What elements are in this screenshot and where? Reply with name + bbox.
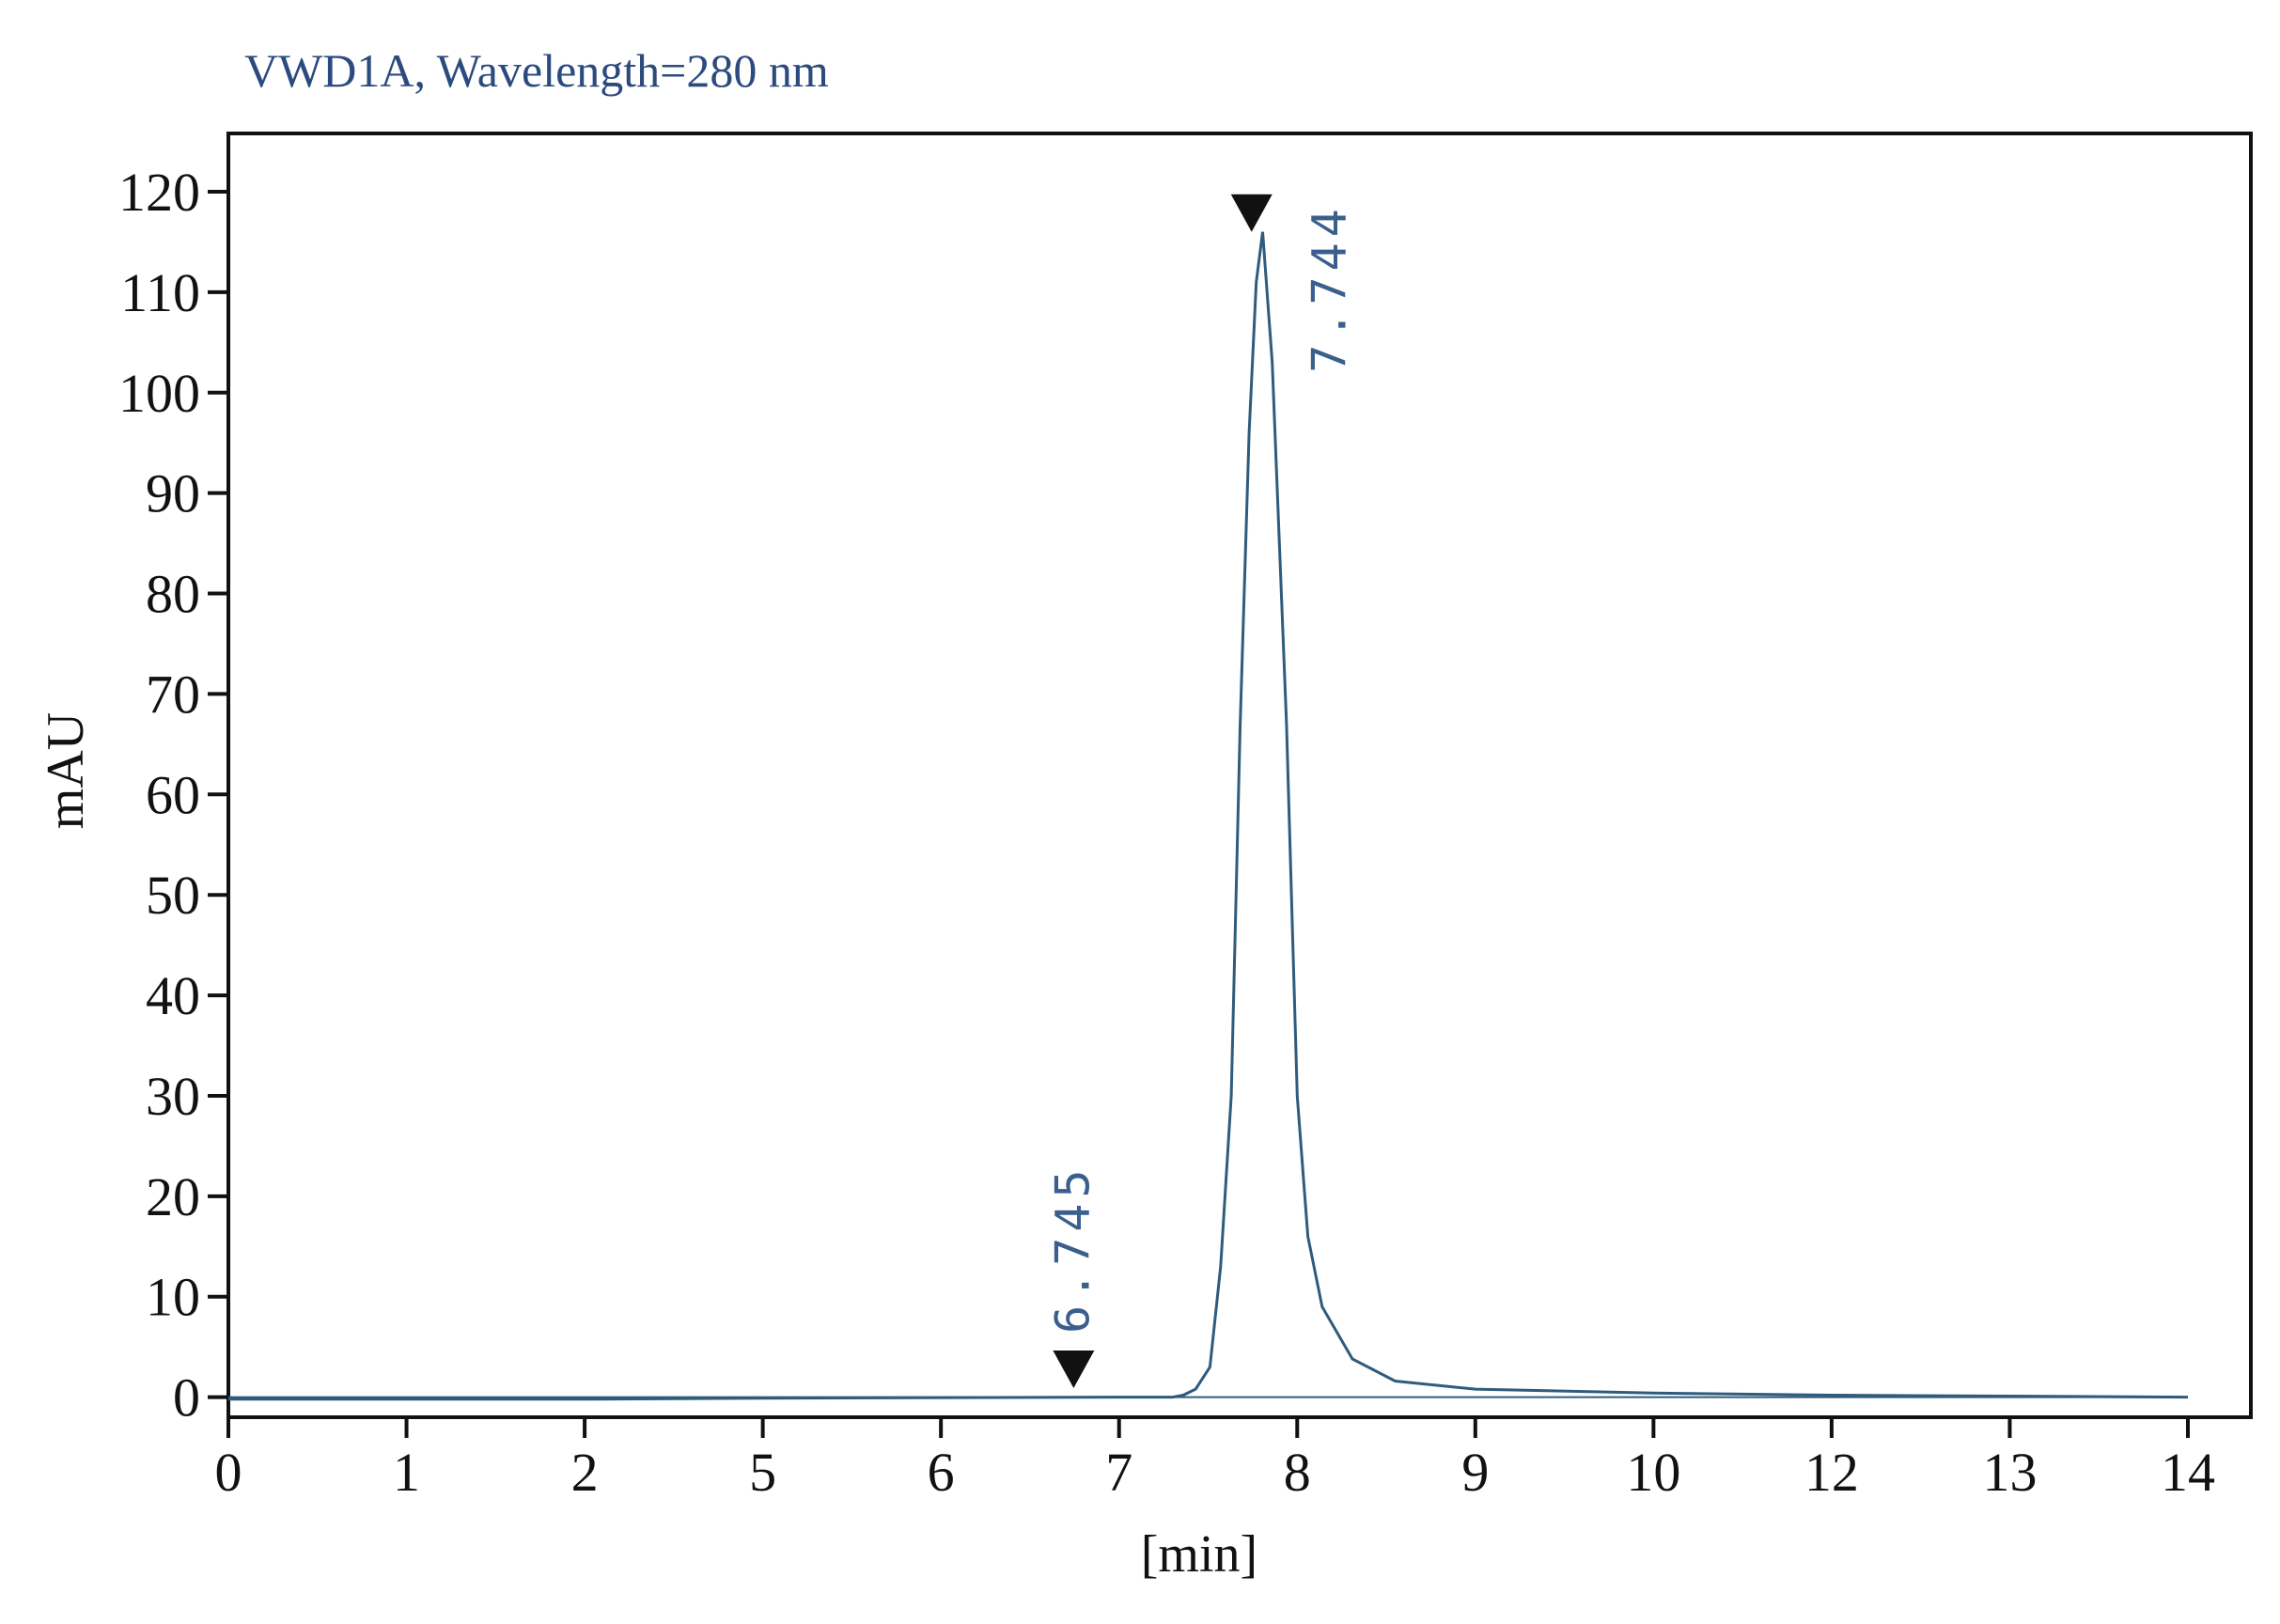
x-tick-label: 14 [2161, 1442, 2215, 1503]
x-tick-label: 0 [215, 1442, 242, 1503]
x-tick-label: 9 [1461, 1442, 1489, 1503]
y-tick-label: 60 [146, 764, 200, 825]
y-tick-label: 0 [173, 1367, 200, 1429]
x-tick-label: 10 [1626, 1442, 1680, 1503]
y-tick-label: 40 [146, 965, 200, 1026]
y-tick-label: 20 [146, 1166, 200, 1227]
trace [228, 231, 2189, 1401]
y-tick-label: 120 [118, 162, 200, 223]
y-tick-label: 50 [146, 865, 200, 926]
x-tick-label: 2 [571, 1442, 599, 1503]
peak-label: 6.745 [1045, 1163, 1100, 1334]
x-axis-label: [min] [1141, 1525, 1257, 1584]
y-axis-label: mAU [37, 712, 95, 829]
chart-title: VWD1A, Wavelength=280 nm [244, 44, 829, 97]
x-tick-label: 5 [749, 1442, 776, 1503]
x-tick-label: 13 [1982, 1442, 2037, 1503]
y-tick-label: 10 [146, 1267, 200, 1328]
plot-frame [226, 132, 2253, 1419]
y-tick-label: 100 [118, 363, 200, 424]
y-tick-label: 110 [120, 262, 200, 323]
x-tick-label: 7 [1105, 1442, 1132, 1503]
x-tick-label: 8 [1284, 1442, 1311, 1503]
x-tick-label: 1 [393, 1442, 420, 1503]
y-tick-label: 80 [146, 564, 200, 625]
x-tick-label: 6 [928, 1442, 955, 1503]
x-tick-label: 12 [1804, 1442, 1859, 1503]
peak-marker [1053, 1351, 1095, 1389]
y-tick-label: 90 [146, 463, 200, 524]
peak-label: 7.744 [1303, 203, 1357, 373]
peak-marker [1230, 194, 1273, 232]
y-tick-label: 30 [146, 1066, 200, 1127]
y-tick-label: 70 [146, 664, 200, 725]
